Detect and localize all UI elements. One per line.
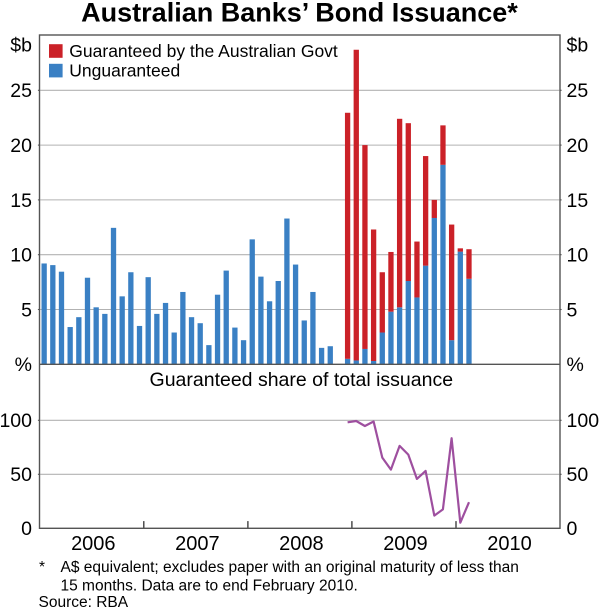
svg-text:%: % <box>567 354 584 376</box>
svg-text:2010: 2010 <box>487 533 532 555</box>
svg-text:100: 100 <box>567 410 600 432</box>
svg-text:25: 25 <box>10 80 32 102</box>
svg-text:Guaranteed by the Australian G: Guaranteed by the Australian Govt <box>69 41 338 61</box>
svg-text:10: 10 <box>10 245 32 267</box>
svg-text:A$ equivalent; excludes paper: A$ equivalent; excludes paper with an or… <box>61 559 519 576</box>
svg-text:2006: 2006 <box>71 533 116 555</box>
svg-text:Australian Banks’ Bond Issuanc: Australian Banks’ Bond Issuance* <box>81 0 518 28</box>
svg-text:15: 15 <box>567 190 589 212</box>
svg-text:20: 20 <box>10 135 32 157</box>
svg-text:15 months. Data are to end Feb: 15 months. Data are to end February 2010… <box>61 577 358 594</box>
svg-text:Guaranteed share of total issu: Guaranteed share of total issuance <box>150 369 454 391</box>
svg-text:5: 5 <box>567 299 578 321</box>
svg-text:0: 0 <box>567 518 578 540</box>
svg-text:2009: 2009 <box>383 533 428 555</box>
svg-text:2008: 2008 <box>279 533 324 555</box>
svg-text:$b: $b <box>567 35 589 57</box>
svg-text:$b: $b <box>10 35 32 57</box>
svg-text:%: % <box>15 354 32 376</box>
svg-text:50: 50 <box>567 464 589 486</box>
svg-text:0: 0 <box>21 518 32 540</box>
svg-text:100: 100 <box>0 410 32 432</box>
svg-text:25: 25 <box>567 80 589 102</box>
svg-text:15: 15 <box>10 190 32 212</box>
svg-text:20: 20 <box>567 135 589 157</box>
svg-text:2007: 2007 <box>175 533 220 555</box>
svg-text:Source: RBA: Source: RBA <box>39 594 129 611</box>
svg-text:50: 50 <box>10 464 32 486</box>
svg-text:5: 5 <box>21 299 32 321</box>
svg-text:10: 10 <box>567 245 589 267</box>
svg-text:Unguaranteed: Unguaranteed <box>69 61 180 81</box>
svg-text:*: * <box>39 559 45 576</box>
